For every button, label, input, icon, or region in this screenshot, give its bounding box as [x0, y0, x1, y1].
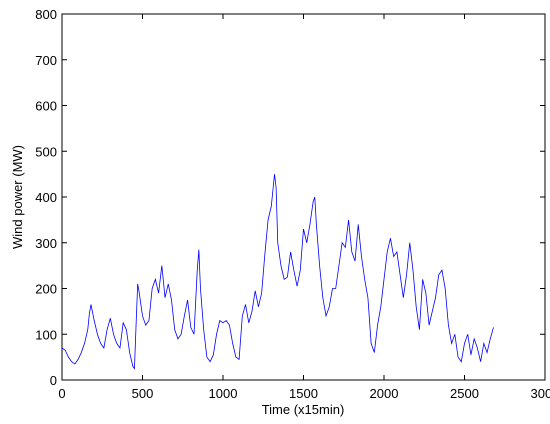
x-tick-label: 2000	[370, 386, 399, 401]
y-axis-label: Wind power (MW)	[10, 145, 25, 249]
y-tick-label: 200	[35, 282, 57, 297]
data-line	[61, 174, 494, 370]
plot-frame	[61, 13, 546, 381]
x-axis-label: Time (x15min)	[262, 402, 345, 417]
y-tick-label: 300	[35, 236, 57, 251]
x-tick-label: 500	[132, 386, 154, 401]
y-tick-label: 500	[35, 144, 57, 159]
x-tick-label: 0	[58, 386, 65, 401]
y-tick-label: 800	[35, 7, 57, 22]
x-tick-label: 1500	[289, 386, 318, 401]
x-tick-label: 2500	[450, 386, 479, 401]
y-tick-label: 600	[35, 99, 57, 114]
y-tick-label: 100	[35, 327, 57, 342]
y-tick-label: 400	[35, 190, 57, 205]
y-tick-label: 0	[50, 373, 57, 388]
y-tick-label: 700	[35, 53, 57, 68]
x-tick-label: 1000	[209, 386, 238, 401]
